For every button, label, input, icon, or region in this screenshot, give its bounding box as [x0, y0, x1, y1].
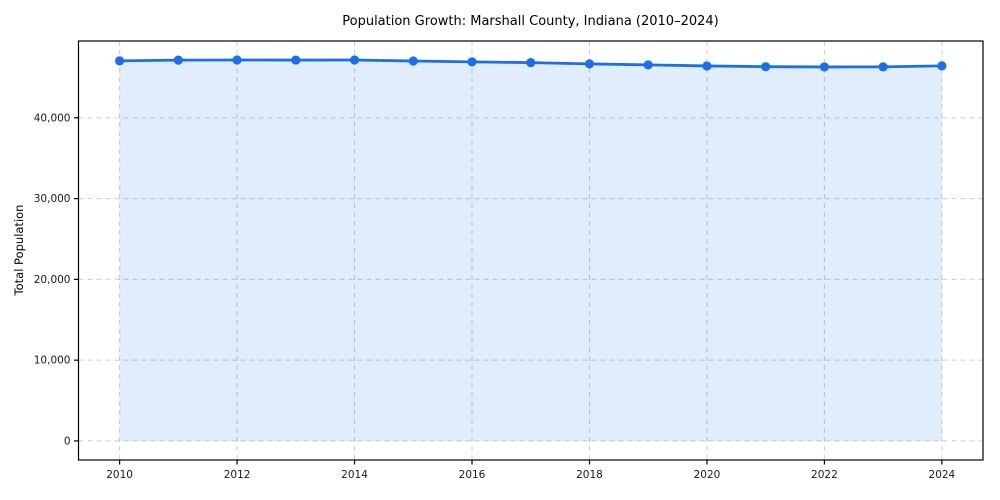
- data-point: [702, 61, 712, 71]
- data-point: [408, 56, 418, 66]
- x-tick-label: 2024: [929, 469, 956, 481]
- y-tick-label: 0: [64, 435, 71, 447]
- data-point: [291, 55, 301, 65]
- x-tick-label: 2022: [811, 469, 838, 481]
- data-point: [173, 55, 183, 65]
- data-point: [761, 62, 771, 72]
- data-point: [643, 60, 653, 70]
- x-tick-label: 2012: [224, 469, 251, 481]
- y-tick-label: 30,000: [34, 193, 71, 205]
- data-point: [878, 62, 888, 72]
- data-point: [115, 56, 125, 66]
- data-point: [584, 59, 595, 69]
- y-tick-label: 40,000: [34, 112, 71, 124]
- x-tick-label: 2014: [341, 469, 368, 481]
- data-point: [526, 58, 536, 68]
- chart-title: Population Growth: Marshall County, Indi…: [342, 14, 719, 29]
- x-tick-label: 2018: [576, 469, 603, 481]
- y-tick-label: 10,000: [34, 355, 71, 367]
- y-tick-label: 20,000: [34, 274, 71, 286]
- axis-frame: [77, 40, 984, 461]
- data-point: [819, 62, 830, 72]
- data-point: [937, 61, 947, 71]
- data-point: [467, 57, 477, 67]
- data-point: [349, 55, 360, 65]
- data-point: [232, 55, 242, 65]
- x-tick-label: 2020: [694, 469, 721, 481]
- x-tick-label: 2010: [106, 469, 133, 481]
- x-tick-label: 2016: [459, 469, 486, 481]
- area-fill: [119, 59, 942, 441]
